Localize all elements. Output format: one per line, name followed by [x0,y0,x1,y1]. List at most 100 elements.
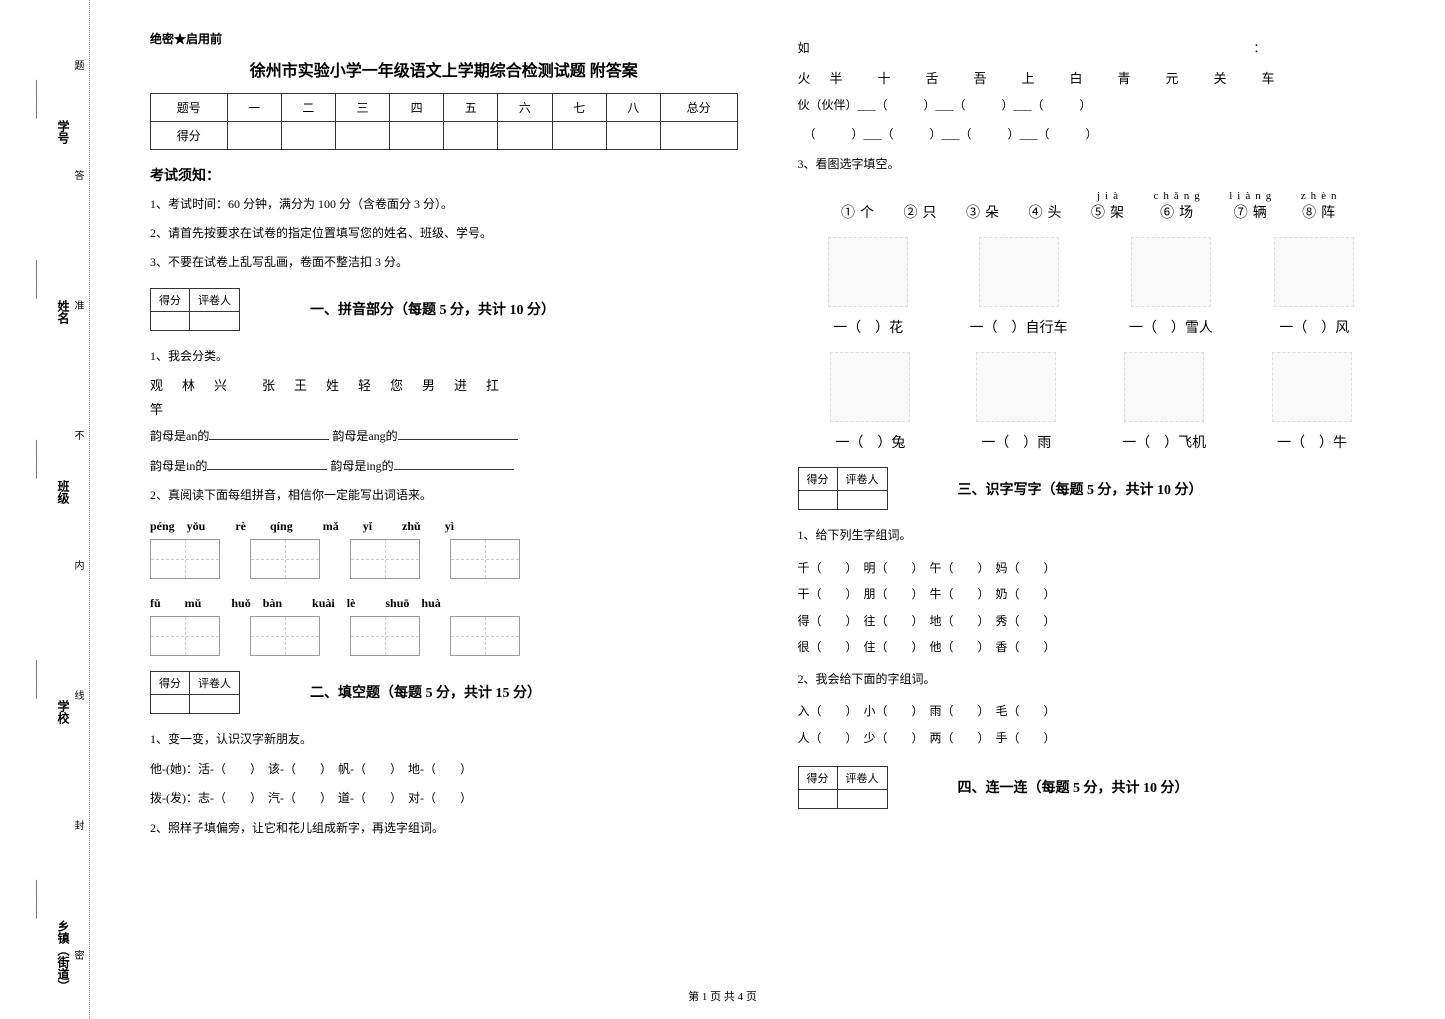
write-box[interactable] [350,616,420,656]
m-char: 只 [922,206,941,221]
instruction-2: 2、请首先按要求在试卷的指定位置填写您的姓名、班级、学号。 [150,224,738,243]
score-cell[interactable] [798,789,837,808]
m-char: 朵 [985,206,1004,221]
write-box[interactable] [450,616,520,656]
write-box[interactable] [450,539,520,579]
blank[interactable] [398,439,518,440]
blank[interactable] [207,469,327,470]
score-cell[interactable] [227,122,281,150]
score-cell[interactable] [151,694,190,713]
grader-cell[interactable] [190,694,240,713]
q1-1-chars: 观 林 兴 张 王 姓 轻 您 男 进 扛 [150,375,738,394]
score-label: 得分 [151,288,190,311]
seal-marker: 内 [70,560,85,573]
pinyin-8: shuō huà [385,594,440,611]
th-2: 二 [281,94,335,122]
score-cell[interactable] [444,122,498,150]
q3-2-l3: 人（ ） 少（ ） 两（ ） 手（ ） [798,725,1386,751]
m-num: ⑤ [1091,206,1110,221]
grader-label: 评卷人 [837,468,887,491]
m-pinyin: chǎng [1153,190,1204,202]
write-box[interactable] [150,539,220,579]
m-num: ② [903,206,922,221]
grader-cell[interactable] [190,311,240,330]
write-box[interactable] [250,616,320,656]
grader-label: 评卷人 [190,288,240,311]
plane-icon [1124,352,1204,422]
q2-3-label: 3、看图选字填空。 [798,154,1386,176]
img-label: 一（ ）雨 [976,432,1056,452]
m-pinyin: liàng [1229,190,1276,202]
q2-1-l1: 他-(她)：活-（ ） 该-（ ） 帆-（ ） 地-（ ） [150,759,738,781]
write-box[interactable] [150,616,220,656]
img-bicycle: 一（ ）自行车 [970,237,1068,337]
field-school[interactable]: 学校 [55,700,72,724]
th-num: 题号 [151,94,228,122]
img-label: 一（ ）风 [1274,317,1354,337]
image-row-1: 一（ ）花 一（ ）自行车 一（ ）雪人 一（ ）风 [798,237,1386,337]
m-char: 个 [860,206,879,221]
page-footer: 第 1 页 共 4 页 [688,988,757,1004]
write-box[interactable] [350,539,420,579]
img-label: 一（ ）兔 [830,432,910,452]
score-cell[interactable] [660,122,737,150]
pinyin-4: zhǔ yì [402,517,454,534]
q2-1-l2: 拨-(发)：志-（ ） 汽-（ ） 道-（ ） 对-（ ） [150,788,738,810]
img-ox: 一（ ）牛 [1272,352,1352,452]
blank[interactable] [209,439,329,440]
field-class[interactable]: 班级 [55,480,72,504]
section-3-header: 得分评卷人 三、识字写字（每题 5 分，共计 10 分） [798,467,1386,510]
q3-1-label: 1、给下列生字组词。 [798,525,1386,547]
th-total: 总分 [660,94,737,122]
q1-1-line2: 韵母是in的 韵母是ing的 [150,456,738,478]
img-rain: 一（ ）雨 [976,352,1056,452]
seal-marker: 线 [70,690,85,703]
th-3: 三 [335,94,389,122]
seal-marker: 准 [70,300,85,313]
score-cell[interactable] [498,122,552,150]
image-row-2: 一（ ）兔 一（ ）雨 一（ ）飞机 一（ ）牛 [798,352,1386,452]
field-underline: _______ [35,660,47,699]
q1-1-line1: 韵母是an的 韵母是ang的 [150,426,738,448]
q2-2-example: 如 ： [798,38,1386,60]
img-label: 一（ ）自行车 [970,317,1068,337]
pinyin-row-1: péng yǒu rè qíng mǎ yǐ zhǔ yì [150,517,738,534]
score-cell[interactable] [798,491,837,510]
score-cell[interactable] [281,122,335,150]
th-8: 八 [606,94,660,122]
section-4-header: 得分评卷人 四、连一连（每题 5 分，共计 10 分） [798,766,1386,809]
score-cell[interactable] [552,122,606,150]
field-underline: _______ [35,880,47,919]
m-num: ④ [1028,206,1047,221]
measure-words: ①个 ②只 ③朵 ④头 jià⑤架 chǎng⑥场 liàng⑦辆 zhèn⑧阵 [798,190,1386,222]
grader-cell[interactable] [837,491,887,510]
q2-2-chars: 火 半 十 舌 吾 上 白 青 元 关 车 [798,68,1386,87]
q2-2-l2: （ ）___（ ）___（ ）___（ ） [798,124,1386,146]
write-row-2 [150,616,738,656]
field-id[interactable]: 学号 [55,120,72,144]
write-box[interactable] [250,539,320,579]
th-5: 五 [444,94,498,122]
left-column: 绝密★启用前 徐州市实验小学一年级语文上学期综合检测试题 附答案 题号 一 二 … [130,30,768,999]
field-underline: _______ [35,440,47,479]
seal-marker: 封 [70,820,85,833]
pinyin-6: huǒ bàn [231,594,282,611]
grader-cell[interactable] [837,789,887,808]
m-char: 阵 [1321,206,1340,221]
write-row-1 [150,539,738,579]
field-underline: _______ [35,260,47,299]
score-cell[interactable] [335,122,389,150]
th-4: 四 [390,94,444,122]
m-pinyin: jià [1091,190,1129,202]
score-cell[interactable] [151,311,190,330]
blank[interactable] [394,469,514,470]
score-cell[interactable] [390,122,444,150]
section-4-title: 四、连一连（每题 5 分，共计 10 分） [958,777,1189,797]
q2-2-l1: 伙（伙伴）___（ ）___（ ）___（ ） [798,95,1386,117]
img-wind: 一（ ）风 [1274,237,1354,337]
pinyin-3: mǎ yǐ [323,517,372,534]
score-cell[interactable] [606,122,660,150]
m-num: ① [841,206,860,221]
q3-1-l1: 千（ ） 明（ ） 午（ ） 妈（ ） [798,555,1386,581]
grader-label: 评卷人 [190,671,240,694]
